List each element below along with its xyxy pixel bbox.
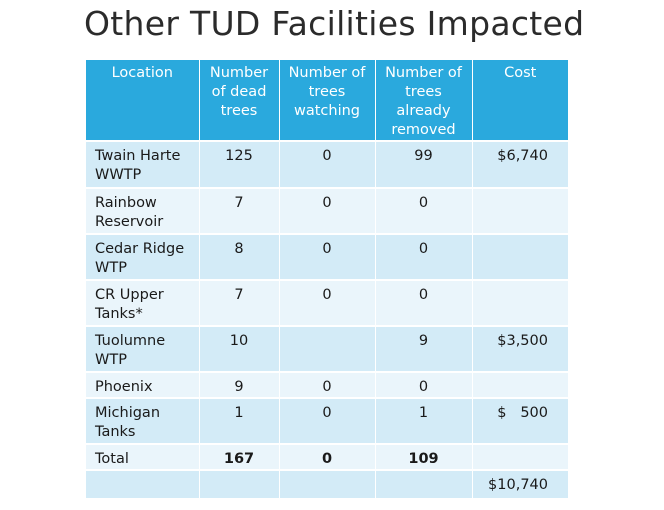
cell-cost: $ 500 <box>472 397 568 444</box>
cell-location: Michigan Tanks <box>86 397 200 444</box>
cell-cost: $10,740 <box>472 469 568 498</box>
table-row: Michigan Tanks 1 0 1 $ 500 <box>86 397 568 444</box>
cell-dead: 10 <box>199 325 280 372</box>
table-row: Cedar Ridge WTP 8 0 0 <box>86 233 568 280</box>
cell-watching: 0 <box>279 233 376 280</box>
cell-dead: 125 <box>199 140 280 188</box>
cell-removed: 0 <box>375 187 473 234</box>
cell-removed: 0 <box>375 371 473 398</box>
cell-removed: 9 <box>375 325 473 372</box>
cell-location: Rainbow Reservoir <box>86 187 200 234</box>
cell-location: Cedar Ridge WTP <box>86 233 200 280</box>
cell-cost <box>472 233 568 280</box>
cell-watching <box>279 469 376 498</box>
facilities-table: Location Number of dead trees Number of … <box>86 60 568 498</box>
cell-removed <box>375 469 473 498</box>
cell-dead: 1 <box>199 397 280 444</box>
cell-cost <box>472 443 568 470</box>
cell-watching: 0 <box>279 397 376 444</box>
grand-total-row: $10,740 <box>86 469 568 498</box>
cell-watching: 0 <box>279 371 376 398</box>
table-row: Phoenix 9 0 0 <box>86 371 568 398</box>
table-row: Tuolumne WTP 10 9 $3,500 <box>86 325 568 372</box>
cell-dead: 167 <box>199 443 280 470</box>
cell-cost <box>472 187 568 234</box>
page-title: Other TUD Facilities Impacted <box>84 4 585 43</box>
cell-removed: 1 <box>375 397 473 444</box>
cell-dead: 8 <box>199 233 280 280</box>
cell-dead <box>199 469 280 498</box>
cell-location: Total <box>86 443 200 470</box>
cell-location <box>86 469 200 498</box>
cell-removed: 109 <box>375 443 473 470</box>
cell-watching: 0 <box>279 140 376 188</box>
cell-dead: 7 <box>199 279 280 326</box>
cell-removed: 0 <box>375 279 473 326</box>
cell-cost: $6,740 <box>472 140 568 188</box>
table-row: CR Upper Tanks* 7 0 0 <box>86 279 568 326</box>
cell-location: Twain Harte WWTP <box>86 140 200 188</box>
header-trees-watching: Number of trees watching <box>279 60 376 141</box>
cell-cost: $3,500 <box>472 325 568 372</box>
cell-location: CR Upper Tanks* <box>86 279 200 326</box>
cell-watching: 0 <box>279 279 376 326</box>
cell-dead: 7 <box>199 187 280 234</box>
total-row: Total 167 0 109 <box>86 443 568 470</box>
cell-watching: 0 <box>279 443 376 470</box>
table-row: Twain Harte WWTP 125 0 99 $6,740 <box>86 140 568 188</box>
cell-cost <box>472 371 568 398</box>
header-trees-removed: Number of trees already removed <box>375 60 473 141</box>
cell-location: Phoenix <box>86 371 200 398</box>
header-cost: Cost <box>472 60 568 141</box>
cell-location: Tuolumne WTP <box>86 325 200 372</box>
cell-removed: 99 <box>375 140 473 188</box>
table-header-row: Location Number of dead trees Number of … <box>86 60 568 141</box>
cell-removed: 0 <box>375 233 473 280</box>
table-row: Rainbow Reservoir 7 0 0 <box>86 187 568 234</box>
cell-cost <box>472 279 568 326</box>
header-location: Location <box>86 60 200 141</box>
cell-watching: 0 <box>279 187 376 234</box>
cell-watching <box>279 325 376 372</box>
header-dead-trees: Number of dead trees <box>199 60 280 141</box>
cell-dead: 9 <box>199 371 280 398</box>
